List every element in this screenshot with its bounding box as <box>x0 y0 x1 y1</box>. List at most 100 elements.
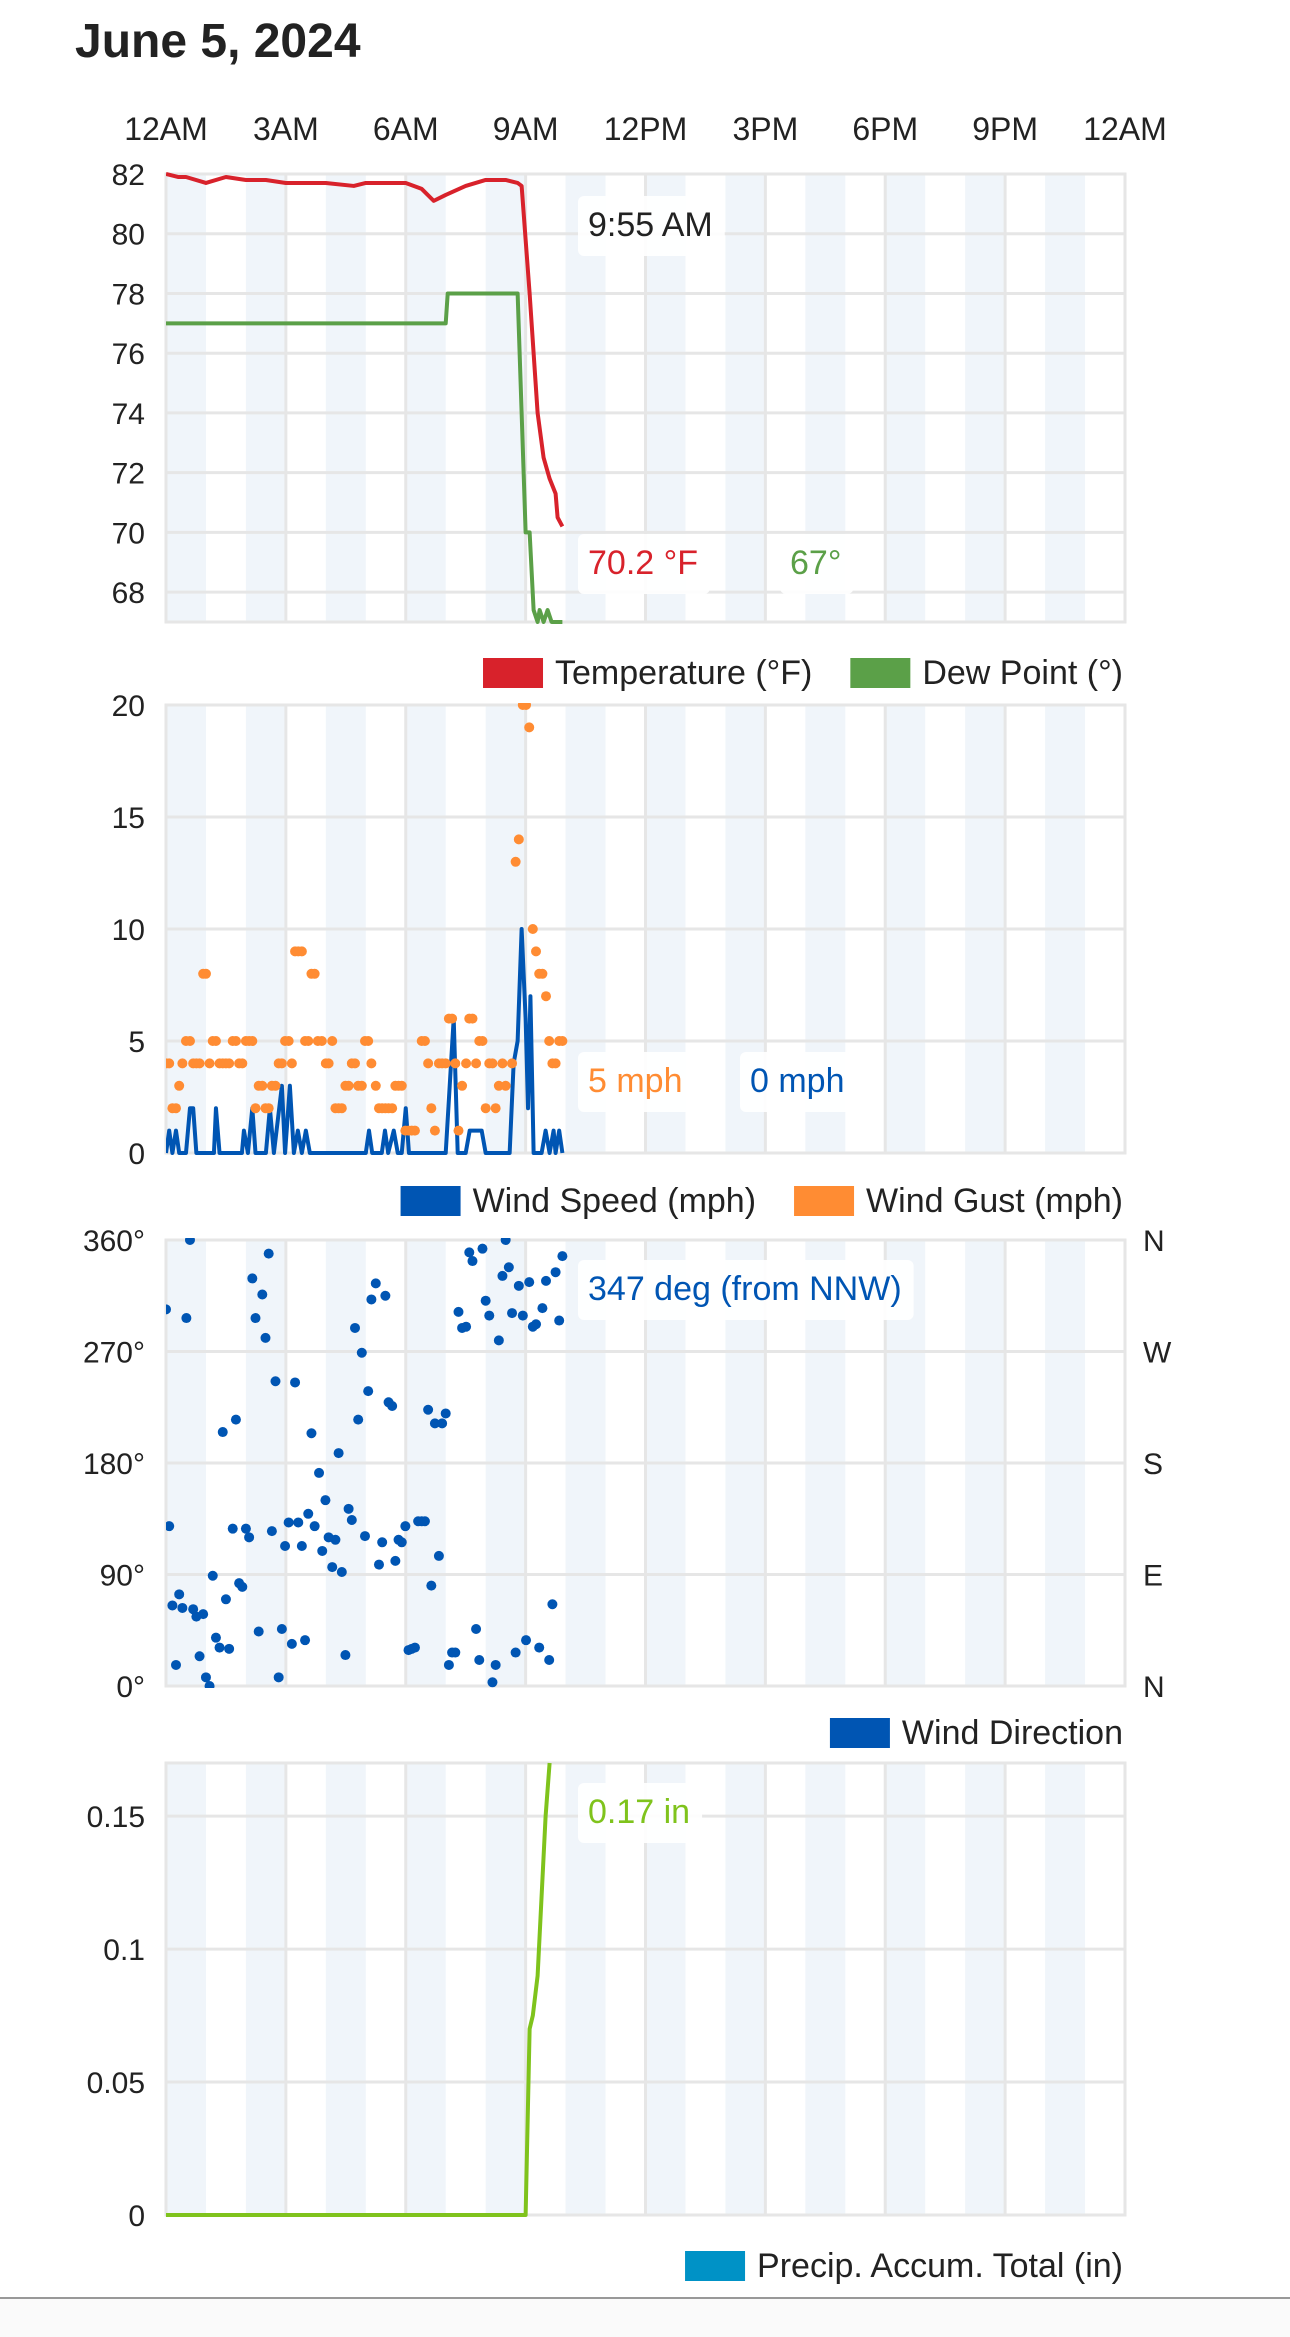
compass-label: S <box>1143 1448 1163 1481</box>
data-point <box>373 1559 384 1570</box>
data-point <box>283 1036 294 1046</box>
data-point <box>477 1036 488 1046</box>
data-point <box>541 991 552 1002</box>
plot-frame <box>164 172 1127 624</box>
tooltip-box <box>578 1783 703 1843</box>
legend-swatch <box>685 2251 746 2281</box>
compass-label: N <box>1143 1225 1165 1258</box>
data-point <box>429 1125 440 1136</box>
data-point <box>490 1659 501 1670</box>
data-point <box>409 1642 420 1653</box>
data-point <box>450 1647 461 1658</box>
data-point <box>350 1058 361 1069</box>
data-point <box>524 722 535 733</box>
data-point <box>181 1313 192 1324</box>
data-point <box>471 1058 482 1069</box>
data-point <box>194 1651 205 1662</box>
data-point <box>230 1414 241 1425</box>
tooltip-box <box>740 1052 857 1112</box>
data-point <box>317 1545 328 1556</box>
data-point <box>400 1521 411 1532</box>
y-tick-label: 90° <box>100 1560 145 1593</box>
hour-band <box>1045 174 1086 622</box>
data-point <box>247 1273 258 1284</box>
data-point <box>390 1555 401 1566</box>
data-point <box>184 1238 195 1245</box>
data-point <box>363 1386 374 1397</box>
data-point <box>336 1103 347 1114</box>
y-tick-label: 72 <box>112 458 145 491</box>
data-point <box>244 1532 255 1543</box>
data-point <box>290 1377 301 1388</box>
y-tick-label: 80 <box>112 219 145 252</box>
plot-frame <box>164 1238 1127 1688</box>
data-point <box>250 1103 261 1114</box>
data-point <box>524 1277 535 1288</box>
chart-2: 20 15 10 5 0 Wind Gust (mph) Wind Speed (mph) <box>112 690 1127 1220</box>
data-point <box>314 1467 325 1478</box>
data-point <box>316 1036 327 1046</box>
data-point <box>544 1654 555 1665</box>
hour-band <box>325 174 366 622</box>
data-point <box>343 1080 354 1091</box>
data-point <box>170 1659 181 1670</box>
hour-band <box>885 1763 926 2215</box>
tooltip-text: 67° <box>790 544 841 582</box>
data-point <box>247 1036 258 1046</box>
data-point <box>517 1310 528 1321</box>
data-point <box>500 1080 511 1091</box>
data-point <box>429 1418 440 1429</box>
data-point <box>237 1581 248 1592</box>
data-point <box>293 1517 304 1528</box>
data-point <box>204 1681 215 1688</box>
data-point <box>177 1058 188 1069</box>
data-point <box>296 946 307 957</box>
crosshair-time-tooltip: 9:55 AM <box>578 196 725 256</box>
hour-band <box>725 1763 766 2215</box>
legend-swatch <box>400 1186 461 1216</box>
data-point <box>497 1270 508 1281</box>
data-point <box>220 1594 231 1605</box>
y-tick-label: 0.15 <box>87 1801 145 1834</box>
data-point <box>174 1589 185 1600</box>
y-tick-label: 10 <box>112 914 145 947</box>
data-point <box>527 924 538 934</box>
y-tick-label: 5 <box>128 1026 145 1059</box>
data-point <box>263 1103 274 1114</box>
data-point <box>487 1058 498 1069</box>
data-point <box>433 1550 444 1561</box>
data-point <box>230 1036 241 1046</box>
data-point <box>363 1036 374 1046</box>
tooltip-text: 0 mph <box>750 1062 845 1100</box>
data-point <box>343 1503 354 1514</box>
data-point <box>270 1080 281 1091</box>
data-point <box>377 1537 388 1548</box>
data-point <box>296 1541 307 1552</box>
hour-band <box>405 1763 446 2215</box>
data-point <box>457 1080 468 1091</box>
tooltip-box <box>578 534 710 594</box>
data-point <box>253 1626 264 1637</box>
data-point <box>447 1013 458 1024</box>
data-point <box>387 1401 398 1412</box>
compass-label: N <box>1143 1671 1165 1704</box>
data-point <box>166 1058 175 1069</box>
data-point <box>419 1036 430 1046</box>
data-point <box>409 1125 420 1136</box>
compass-label: E <box>1143 1560 1163 1593</box>
y-tick-label: 0° <box>116 1671 145 1704</box>
data-point <box>500 1238 511 1245</box>
legend-swatch <box>850 658 911 688</box>
data-point <box>464 1247 475 1258</box>
wind-speed-tooltip: 0 mph <box>740 1052 857 1112</box>
data-point <box>419 1516 430 1527</box>
data-point <box>166 1521 175 1532</box>
data-point <box>544 1036 555 1046</box>
data-point <box>323 1058 334 1069</box>
data-point <box>370 1278 381 1289</box>
data-point <box>336 1567 347 1578</box>
y-tick-label: 0.1 <box>103 1934 145 1967</box>
data-point <box>224 1643 235 1654</box>
compass-label: W <box>1143 1337 1172 1370</box>
